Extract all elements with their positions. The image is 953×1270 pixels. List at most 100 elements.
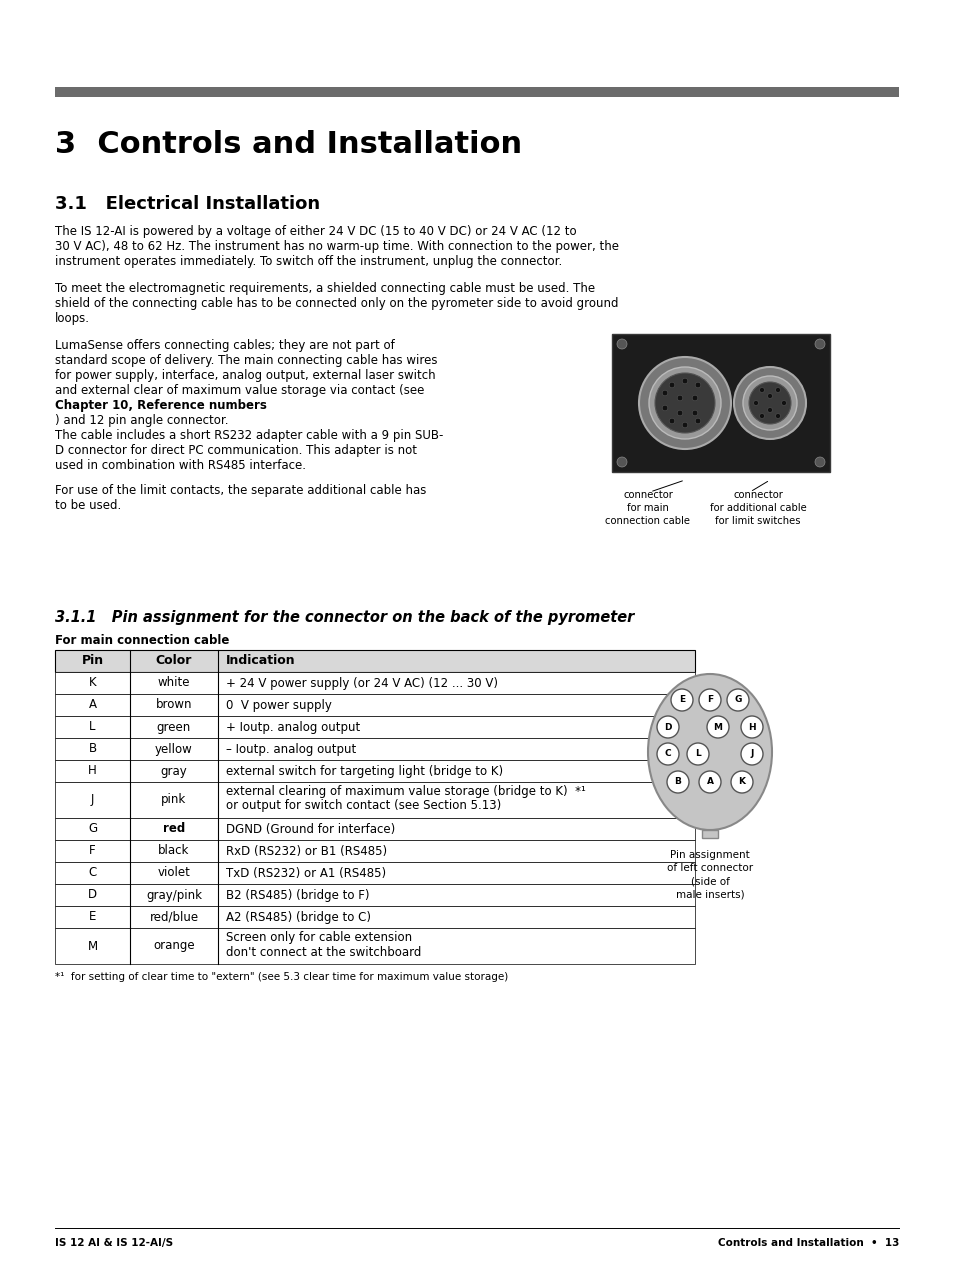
Circle shape bbox=[775, 387, 780, 392]
Text: *¹  for setting of clear time to "extern" (see 5.3 clear time for maximum value : *¹ for setting of clear time to "extern"… bbox=[55, 972, 508, 982]
Circle shape bbox=[617, 457, 626, 467]
Circle shape bbox=[814, 457, 824, 467]
Text: instrument operates immediately. To switch off the instrument, unplug the connec: instrument operates immediately. To swit… bbox=[55, 255, 561, 268]
Circle shape bbox=[670, 690, 692, 711]
Text: 0  V power supply: 0 V power supply bbox=[226, 698, 332, 711]
Circle shape bbox=[668, 382, 674, 387]
Circle shape bbox=[657, 716, 679, 738]
Text: L: L bbox=[90, 720, 95, 734]
Ellipse shape bbox=[647, 674, 771, 831]
Circle shape bbox=[742, 376, 796, 431]
Text: – Ioutp. analog output: – Ioutp. analog output bbox=[226, 743, 355, 756]
Circle shape bbox=[668, 418, 674, 424]
Bar bbox=[55, 906, 695, 928]
Bar bbox=[55, 759, 695, 782]
Text: E: E bbox=[89, 911, 96, 923]
Text: K: K bbox=[89, 677, 96, 690]
Circle shape bbox=[617, 339, 626, 349]
Bar bbox=[55, 693, 695, 716]
Text: white: white bbox=[157, 677, 190, 690]
Circle shape bbox=[695, 382, 700, 387]
Circle shape bbox=[695, 418, 700, 424]
Text: don't connect at the switchboard: don't connect at the switchboard bbox=[226, 945, 421, 959]
Bar bbox=[55, 672, 695, 693]
Text: standard scope of delivery. The main connecting cable has wires: standard scope of delivery. The main con… bbox=[55, 354, 437, 367]
Circle shape bbox=[730, 771, 752, 792]
Text: orange: orange bbox=[153, 940, 194, 952]
Bar bbox=[55, 928, 695, 964]
Text: To meet the electromagnetic requirements, a shielded connecting cable must be us: To meet the electromagnetic requirements… bbox=[55, 282, 595, 295]
Text: J: J bbox=[91, 794, 94, 806]
Text: black: black bbox=[158, 845, 190, 857]
Text: + Ioutp. analog output: + Ioutp. analog output bbox=[226, 720, 360, 734]
Text: For main connection cable: For main connection cable bbox=[55, 634, 229, 646]
Text: A: A bbox=[706, 777, 713, 786]
Text: 30 V AC), 48 to 62 Hz. The instrument has no warm-up time. With connection to th: 30 V AC), 48 to 62 Hz. The instrument ha… bbox=[55, 240, 618, 253]
Text: Pin: Pin bbox=[81, 654, 104, 668]
Text: gray/pink: gray/pink bbox=[146, 889, 202, 902]
Circle shape bbox=[681, 422, 687, 428]
Circle shape bbox=[726, 690, 748, 711]
Text: H: H bbox=[747, 723, 755, 732]
Text: The cable includes a short RS232 adapter cable with a 9 pin SUB-: The cable includes a short RS232 adapter… bbox=[55, 429, 443, 442]
Text: E: E bbox=[679, 696, 684, 705]
Text: K: K bbox=[738, 777, 744, 786]
Text: external switch for targeting light (bridge to K): external switch for targeting light (bri… bbox=[226, 765, 502, 777]
Text: B: B bbox=[674, 777, 680, 786]
Circle shape bbox=[655, 373, 714, 433]
Text: connector
for main
connection cable: connector for main connection cable bbox=[605, 490, 690, 526]
Circle shape bbox=[759, 387, 763, 392]
Text: + 24 V power supply (or 24 V AC) (12 ... 30 V): + 24 V power supply (or 24 V AC) (12 ...… bbox=[226, 677, 497, 690]
Text: 3.1   Electrical Installation: 3.1 Electrical Installation bbox=[55, 196, 320, 213]
Text: LumaSense offers connecting cables; they are not part of: LumaSense offers connecting cables; they… bbox=[55, 339, 395, 352]
Circle shape bbox=[681, 378, 687, 384]
Text: D: D bbox=[88, 889, 97, 902]
Text: loops.: loops. bbox=[55, 312, 90, 325]
Text: Color: Color bbox=[155, 654, 192, 668]
Text: B2 (RS485) (bridge to F): B2 (RS485) (bridge to F) bbox=[226, 889, 369, 902]
Text: Indication: Indication bbox=[226, 654, 295, 668]
Bar bbox=[55, 650, 695, 672]
Circle shape bbox=[767, 408, 772, 413]
Circle shape bbox=[677, 395, 682, 401]
Circle shape bbox=[775, 414, 780, 419]
Text: A: A bbox=[89, 698, 96, 711]
Circle shape bbox=[814, 339, 824, 349]
Text: L: L bbox=[695, 749, 700, 758]
Text: M: M bbox=[713, 723, 721, 732]
Circle shape bbox=[648, 367, 720, 439]
Text: A2 (RS485) (bridge to C): A2 (RS485) (bridge to C) bbox=[226, 911, 371, 923]
Bar bbox=[701, 831, 718, 838]
Text: M: M bbox=[88, 940, 97, 952]
Circle shape bbox=[699, 771, 720, 792]
Circle shape bbox=[692, 395, 697, 401]
Text: to be used.: to be used. bbox=[55, 499, 121, 512]
Circle shape bbox=[639, 357, 730, 450]
Bar bbox=[55, 839, 695, 862]
Text: used in combination with RS485 interface.: used in combination with RS485 interface… bbox=[55, 458, 306, 472]
Text: shield of the connecting cable has to be connected only on the pyrometer side to: shield of the connecting cable has to be… bbox=[55, 297, 618, 310]
Circle shape bbox=[753, 400, 758, 405]
Text: DGND (Ground for interface): DGND (Ground for interface) bbox=[226, 823, 395, 836]
Circle shape bbox=[699, 690, 720, 711]
Circle shape bbox=[706, 716, 728, 738]
Circle shape bbox=[740, 743, 762, 765]
Text: G: G bbox=[734, 696, 740, 705]
Text: Chapter 10, Reference numbers: Chapter 10, Reference numbers bbox=[55, 399, 267, 411]
Text: external clearing of maximum value storage (bridge to K)  *¹: external clearing of maximum value stora… bbox=[226, 786, 585, 799]
Circle shape bbox=[686, 743, 708, 765]
Text: violet: violet bbox=[157, 866, 191, 880]
Bar bbox=[612, 334, 829, 472]
Text: TxD (RS232) or A1 (RS485): TxD (RS232) or A1 (RS485) bbox=[226, 866, 386, 880]
Bar bbox=[55, 716, 695, 738]
Circle shape bbox=[661, 390, 667, 396]
Text: gray: gray bbox=[160, 765, 187, 777]
Text: For use of the limit contacts, the separate additional cable has: For use of the limit contacts, the separ… bbox=[55, 484, 426, 497]
Circle shape bbox=[781, 400, 785, 405]
Text: RxD (RS232) or B1 (RS485): RxD (RS232) or B1 (RS485) bbox=[226, 845, 387, 857]
Circle shape bbox=[748, 382, 790, 424]
Circle shape bbox=[740, 716, 762, 738]
Circle shape bbox=[692, 410, 697, 415]
Bar bbox=[55, 884, 695, 906]
Bar bbox=[55, 782, 695, 818]
